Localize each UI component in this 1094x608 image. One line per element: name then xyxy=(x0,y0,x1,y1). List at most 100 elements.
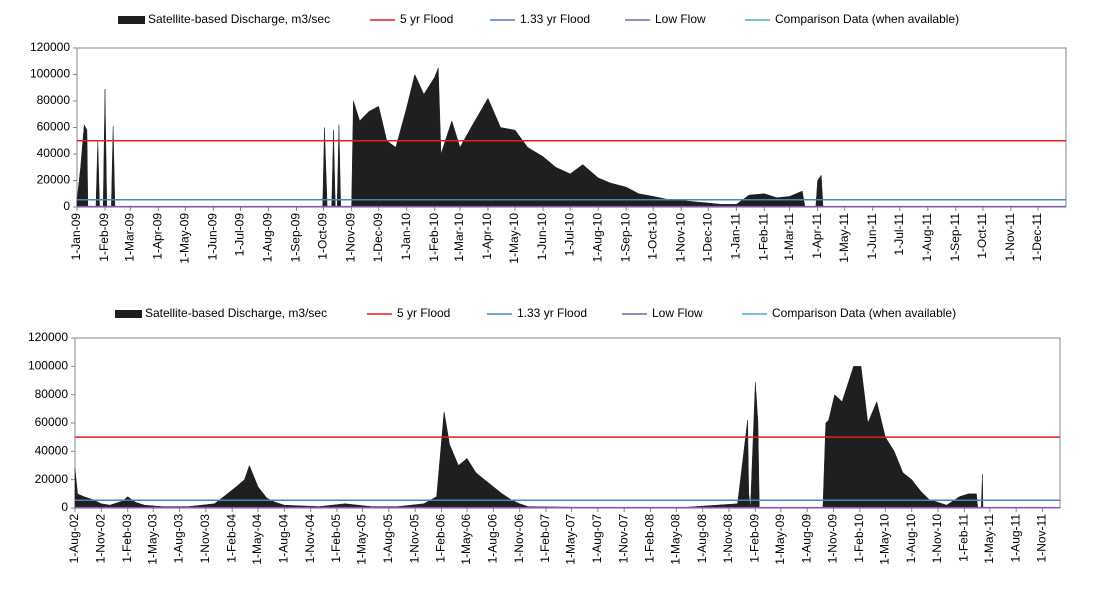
x-tick-label: 1-Feb-10 xyxy=(852,514,866,563)
x-tick-label: 1-Feb-09 xyxy=(97,213,111,262)
x-tick-label: 1-May-07 xyxy=(564,514,578,565)
x-tick-label: 1-Nov-11 xyxy=(1035,514,1049,563)
y-tick-label: 120000 xyxy=(28,330,68,344)
x-tick-label: 1-Nov-10 xyxy=(673,213,687,263)
x-tick-label: 1-Aug-02 xyxy=(67,514,81,564)
legend-label: Satellite-based Discharge, m3/sec xyxy=(145,306,327,320)
y-tick-label: 60000 xyxy=(37,120,71,134)
x-tick-label: 1-May-10 xyxy=(878,514,892,565)
x-tick-label: 1-Apr-11 xyxy=(810,213,824,259)
x-tick-label: 1-Sep-10 xyxy=(618,213,632,263)
discharge-area xyxy=(76,67,824,208)
x-tick-label: 1-Feb-09 xyxy=(748,514,762,563)
x-tick-label: 1-Feb-07 xyxy=(538,514,552,563)
x-tick-label: 1-May-11 xyxy=(837,213,851,263)
legend-label: 1.33 yr Flood xyxy=(520,12,590,26)
x-tick-label: 1-Nov-11 xyxy=(1003,213,1017,262)
x-tick-label: 1-Nov-08 xyxy=(721,514,735,564)
legend-label: Satellite-based Discharge, m3/sec xyxy=(148,12,330,26)
x-tick-label: 1-Jun-10 xyxy=(535,213,549,261)
y-tick-label: 0 xyxy=(61,500,68,514)
x-tick-label: 1-May-09 xyxy=(773,514,787,565)
legend-swatch xyxy=(115,310,142,318)
y-tick-label: 100000 xyxy=(30,67,70,81)
x-tick-label: 1-Apr-10 xyxy=(480,213,494,260)
x-tick-label: 1-Feb-06 xyxy=(434,514,448,563)
legend-label: Low Flow xyxy=(652,306,703,320)
x-tick-label: 1-Mar-09 xyxy=(122,213,136,262)
x-tick-label: 1-Apr-09 xyxy=(150,213,164,260)
x-tick-label: 1-May-08 xyxy=(668,514,682,565)
x-tick-label: 1-Aug-07 xyxy=(590,514,604,564)
y-tick-label: 20000 xyxy=(37,173,71,187)
x-tick-label: 1-Nov-09 xyxy=(344,213,358,263)
x-tick-label: 1-Oct-11 xyxy=(975,213,989,259)
x-tick-label: 1-Jun-11 xyxy=(865,213,879,260)
x-tick-label: 1-Dec-09 xyxy=(371,213,385,263)
legend-label: Low Flow xyxy=(655,12,706,26)
x-tick-label: 1-Aug-11 xyxy=(1008,514,1022,563)
x-tick-label: 1-Dec-11 xyxy=(1030,213,1044,262)
x-tick-label: 1-Jul-11 xyxy=(892,213,906,256)
y-tick-label: 20000 xyxy=(35,472,69,486)
x-tick-label: 1-Nov-04 xyxy=(303,514,317,564)
x-tick-label: 1-Aug-04 xyxy=(276,514,290,564)
x-tick-label: 1-Sep-09 xyxy=(289,213,303,263)
x-tick-label: 1-Nov-09 xyxy=(826,514,840,564)
x-tick-label: 1-Aug-06 xyxy=(486,514,500,564)
x-tick-label: 1-May-10 xyxy=(507,213,521,264)
x-tick-label: 1-Feb-08 xyxy=(643,514,657,563)
y-tick-label: 40000 xyxy=(35,444,69,458)
chart-panel: 0 20000 40000 60000 80000 100000 120000 1-Aug-0… xyxy=(28,306,1061,565)
legend-label: Comparison Data (when available) xyxy=(775,12,959,26)
x-tick-label: 1-Nov-03 xyxy=(198,514,212,564)
x-tick-label: 1-Aug-05 xyxy=(381,514,395,564)
x-tick-label: 1-Feb-03 xyxy=(120,514,134,563)
x-tick-label: 1-Feb-04 xyxy=(224,514,238,563)
y-tick-label: 80000 xyxy=(35,387,69,401)
y-tick-label: 120000 xyxy=(30,40,70,54)
x-tick-label: 1-Dec-10 xyxy=(701,213,715,263)
x-tick-label: 1-Jan-11 xyxy=(729,213,743,260)
y-tick-label: 100000 xyxy=(28,359,68,373)
legend-label: 1.33 yr Flood xyxy=(517,306,587,320)
x-tick-label: 1-Nov-07 xyxy=(616,514,630,564)
x-tick-label: 1-Aug-09 xyxy=(261,213,275,263)
y-tick-label: 0 xyxy=(63,199,70,213)
x-tick-label: 1-Jul-10 xyxy=(562,213,576,257)
x-tick-label: 1-Oct-09 xyxy=(316,213,330,260)
x-tick-label: 1-May-03 xyxy=(145,514,159,565)
x-tick-label: 1-Feb-10 xyxy=(427,213,441,262)
x-tick-label: 1-May-04 xyxy=(250,514,264,565)
legend-label: 5 yr Flood xyxy=(397,306,450,320)
x-tick-label: 1-Aug-09 xyxy=(799,514,813,564)
x-tick-label: 1-Sep-11 xyxy=(948,213,962,262)
x-tick-label: 1-Feb-05 xyxy=(329,514,343,563)
y-tick-label: 40000 xyxy=(37,146,71,160)
x-tick-label: 1-Jan-09 xyxy=(69,213,83,261)
x-tick-label: 1-Nov-10 xyxy=(930,514,944,564)
discharge-area xyxy=(74,366,984,509)
x-tick-label: 1-Aug-03 xyxy=(172,514,186,564)
x-tick-label: 1-Nov-06 xyxy=(512,514,526,564)
x-tick-label: 1-Mar-11 xyxy=(782,213,796,261)
chart-panel: 0 20000 40000 60000 80000 100000 120000 1-Jan-0… xyxy=(30,12,1067,264)
x-tick-label: 1-Nov-05 xyxy=(407,514,421,564)
x-tick-label: 1-Jul-09 xyxy=(233,213,247,257)
x-tick-label: 1-Aug-08 xyxy=(695,514,709,564)
legend-label: 5 yr Flood xyxy=(400,12,453,26)
x-tick-label: 1-May-09 xyxy=(178,213,192,264)
legend-swatch xyxy=(118,16,145,24)
y-tick-label: 60000 xyxy=(35,415,69,429)
x-tick-label: 1-Jan-10 xyxy=(399,213,413,261)
x-tick-label: 1-May-11 xyxy=(982,514,996,564)
x-tick-label: 1-Oct-10 xyxy=(645,213,659,260)
legend-label: Comparison Data (when available) xyxy=(772,306,956,320)
x-tick-label: 1-Feb-11 xyxy=(757,213,771,261)
x-tick-label: 1-Aug-11 xyxy=(920,213,934,262)
y-tick-label: 80000 xyxy=(37,93,71,107)
x-tick-label: 1-May-05 xyxy=(355,514,369,565)
x-tick-label: 1-Feb-11 xyxy=(957,514,971,562)
